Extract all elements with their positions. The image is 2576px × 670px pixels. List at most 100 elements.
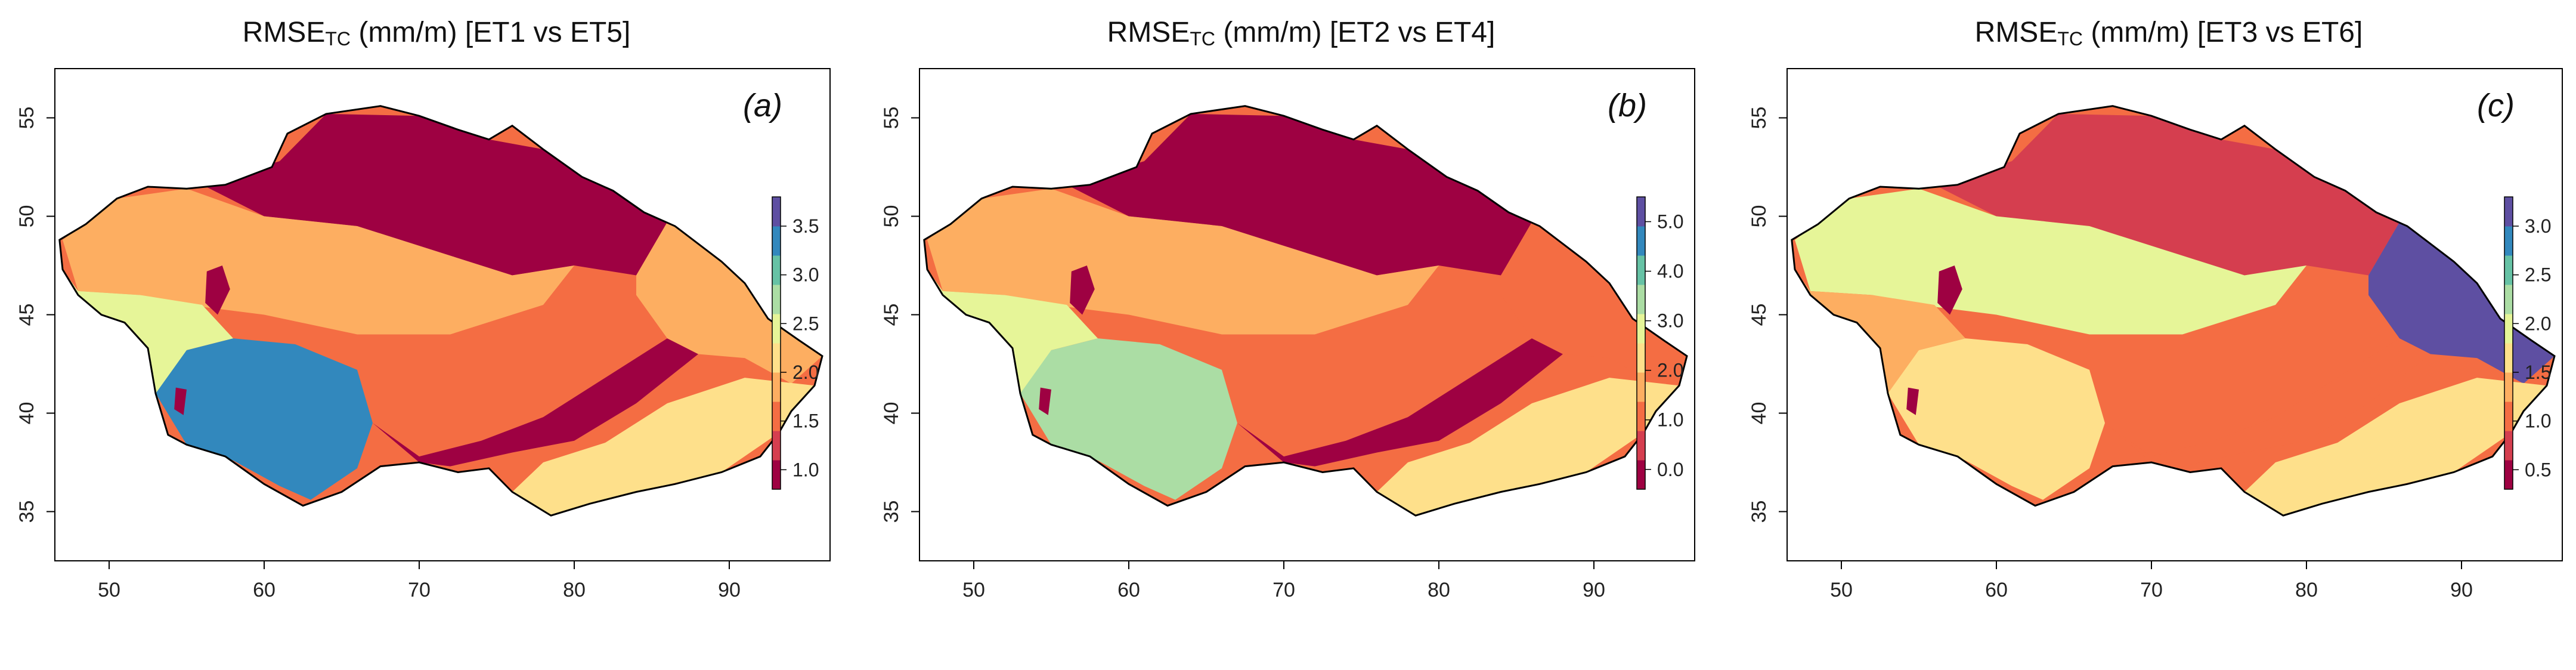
colorbar-tick-label: 0.0 [1657,459,1683,480]
colorbar-segment [2504,255,2513,285]
panel-title-sub: TC [2057,28,2083,50]
colorbar-segment [1637,197,1645,227]
colorbar-tick-label: 3.0 [1657,310,1683,332]
panel-title-rest: (mm/m) [ET1 vs ET5] [351,17,630,48]
panel-tag: (c) [2477,88,2515,123]
colorbar-segment [2504,372,2513,402]
panel-title-rest: (mm/m) [ET2 vs ET4] [1215,17,1495,48]
basin-patch-2 [174,387,187,415]
zone-east-highland [613,190,822,384]
y-tick-label: 35 [1748,501,1770,523]
colorbar-segment [1637,226,1645,256]
colorbar-segment [772,197,781,227]
colorbar-segment [1637,431,1645,461]
zone-east-highland [1478,190,1687,384]
colorbar-tick-label: 0.5 [2525,459,2551,480]
map-surface [59,106,822,516]
zone-tarim-basin [373,338,698,467]
colorbar-segment [2504,343,2513,373]
colorbar-segment [2504,226,2513,256]
colorbar-segment [772,285,781,314]
y-tick-label: 35 [880,501,903,523]
zone-tarim-basin [1237,338,1563,467]
panel-title-rest: (mm/m) [ET3 vs ET6] [2083,17,2363,48]
x-tick-label: 80 [563,579,586,601]
basin-patch-2 [1906,387,1919,415]
colorbar-segment [1637,460,1645,490]
colorbar-segment [2504,431,2513,461]
colorbar-frame [1636,196,1646,490]
zone-southwest-desert [1888,338,2105,500]
basin-patch-2 [1039,387,1051,415]
map-surface [924,106,1687,516]
colorbar-frame [2504,196,2513,490]
x-tick-label: 70 [408,579,431,601]
colorbar-frame [772,196,781,490]
colorbar-segment [2504,402,2513,431]
colorbar-tick-label: 3.0 [2525,215,2551,237]
panel-tag: (a) [743,88,782,123]
y-tick-label: 50 [880,205,903,228]
panel-title: RMSETC (mm/m) [ET1 vs ET5] [243,17,631,50]
panel-title-sub: TC [1190,28,1215,50]
region-outline [58,105,823,517]
colorbar-segment [772,343,781,373]
x-tick-label: 90 [2450,579,2473,601]
y-tick-label: 45 [1748,304,1770,326]
map-surface [1791,106,2555,516]
basin-patch-1 [1070,265,1095,315]
colorbar-tick-label: 1.0 [792,459,819,480]
y-tick-label: 55 [16,107,38,129]
zone-caspian-coast [1795,269,1965,394]
colorbar-segment [1637,402,1645,431]
x-tick-label: 90 [718,579,741,601]
zone-south-mountains [512,378,815,516]
x-tick-label: 90 [1583,579,1605,601]
x-tick-label: 80 [1428,579,1450,601]
y-tick-label: 50 [1748,205,1770,228]
y-tick-label: 45 [16,304,38,326]
y-tick-label: 40 [16,402,38,425]
colorbar-tick-label: 1.5 [792,410,819,432]
zone-caspian-coast [927,269,1098,394]
colorbar-segment [2504,285,2513,314]
colorbar-segment [1637,285,1645,314]
colorbar-tick-label: 2.0 [1657,360,1683,381]
x-tick-label: 50 [962,579,985,601]
colorbar-tick-label: 2.5 [792,313,819,334]
x-tick-label: 60 [1117,579,1140,601]
zone-tarim-basin [2105,338,2431,467]
panel-title-sub: TC [325,28,351,50]
colorbar: 1.0 1.5 2.0 2.5 3.0 3.5 [772,196,819,490]
zone-central-plain [1795,189,2306,335]
region-outline [923,105,1688,517]
colorbar-tick-label: 2.0 [2525,313,2551,334]
zone-south-mountains [1377,378,1679,516]
panel-title: RMSETC (mm/m) [ET3 vs ET6] [1975,17,2363,50]
colorbar-tick-label: 3.0 [792,264,819,286]
zone-east-highland [2345,190,2555,384]
x-tick-label: 50 [1830,579,1853,601]
y-tick-label: 40 [1748,402,1770,425]
colorbar-segment [1637,255,1645,285]
panel-title-main: RMSE [1975,17,2058,48]
colorbar-segment [2504,314,2513,344]
basin-patch-1 [205,265,230,315]
x-tick-label: 80 [2295,579,2318,601]
colorbar-tick-label: 1.0 [1657,409,1683,431]
panel-tag: (b) [1608,88,1647,123]
colorbar-segment [772,314,781,344]
colorbar-segment [772,226,781,256]
colorbar-tick-label: 2.0 [792,362,819,383]
zone-central-plain [927,189,1439,335]
map-panel-1: RMSETC (mm/m) [ET1 vs ET5] 50 60 70 80 90 35 40… [16,17,831,601]
colorbar: 0.5 1.0 1.5 2.0 2.5 3.0 [2504,196,2551,490]
zone-south-mountains [2244,378,2547,516]
y-tick-label: 35 [16,501,38,523]
colorbar-segment [1637,372,1645,402]
x-tick-label: 60 [253,579,275,601]
zone-southwest-desert [1020,338,1237,500]
colorbar-tick-label: 3.5 [792,215,819,237]
y-tick-label: 55 [880,107,903,129]
